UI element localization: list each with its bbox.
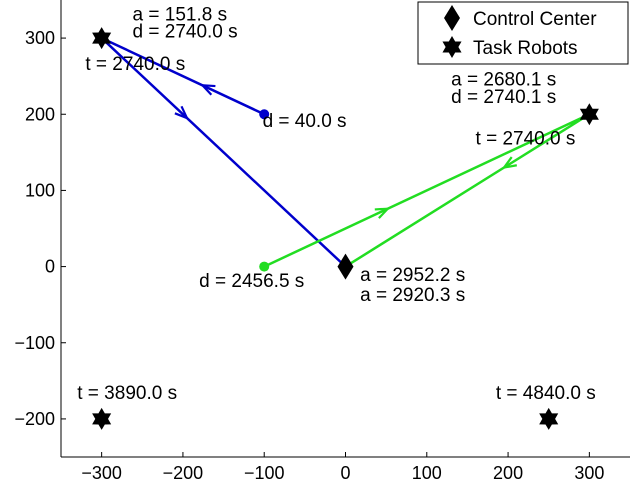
annotations: a = 151.8 sd = 2740.0 s t = 2740.0 s d = 4… [77,5,595,405]
annotation-a1: a = 151.8 s [133,5,228,26]
y-tick-label: 200 [25,104,55,124]
legend-star-icon [442,36,462,58]
legend-diamond-icon [444,5,460,31]
markers [92,27,599,430]
annotation-d2456: d = 2456.5 s [199,271,304,292]
x-tick-label: 100 [412,463,442,483]
annotation-d1: d = 2740.0 s [133,21,238,42]
annotation-d40: d = 40.0 s [263,111,347,132]
route-arrow [174,105,190,121]
annotation-a2: a = 2680.1 s [451,69,556,90]
legend-label: Task Robots [473,38,578,59]
annotation-t3: t = 3890.0 s [77,383,177,404]
x-tick-label: 0 [340,463,350,483]
x-tick-label: −100 [244,463,285,483]
annotation-t1: t = 2740.0 s [85,54,185,75]
y-tick-label: 100 [25,180,55,200]
route-start-point [259,109,270,120]
route-arrow [374,207,391,219]
route-arrow [199,84,216,96]
task-robot-marker [92,27,112,50]
annotation-t2: t = 2740.0 s [476,129,576,150]
x-tick-label: −200 [163,463,204,483]
annotation-a2952: a = 2952.2 s [360,265,465,286]
legend-label: Control Center [473,9,597,30]
ticks: −300 −200 −100 0 100 200 300 −200 −100 0 100 200 300 [14,28,604,483]
task-robot-marker [539,407,559,430]
x-tick-label: 300 [574,463,604,483]
task-robot-marker [579,103,599,126]
task-robot-marker [92,407,112,430]
y-tick-label: −200 [14,409,55,429]
route-arrow [501,156,517,170]
annotation-t4: t = 4840.0 s [496,383,596,404]
y-tick-label: −100 [14,333,55,353]
control-center-marker [337,253,354,280]
x-tick-label: 200 [493,463,523,483]
y-tick-label: 0 [45,257,55,277]
annotation-d2: d = 2740.1 s [451,87,556,108]
legend: Control Center Task Robots [417,1,629,65]
route-start-point [259,261,270,272]
annotation-a2920: a = 2920.3 s [360,285,465,306]
y-tick-label: 300 [25,28,55,48]
x-tick-label: −300 [81,463,122,483]
